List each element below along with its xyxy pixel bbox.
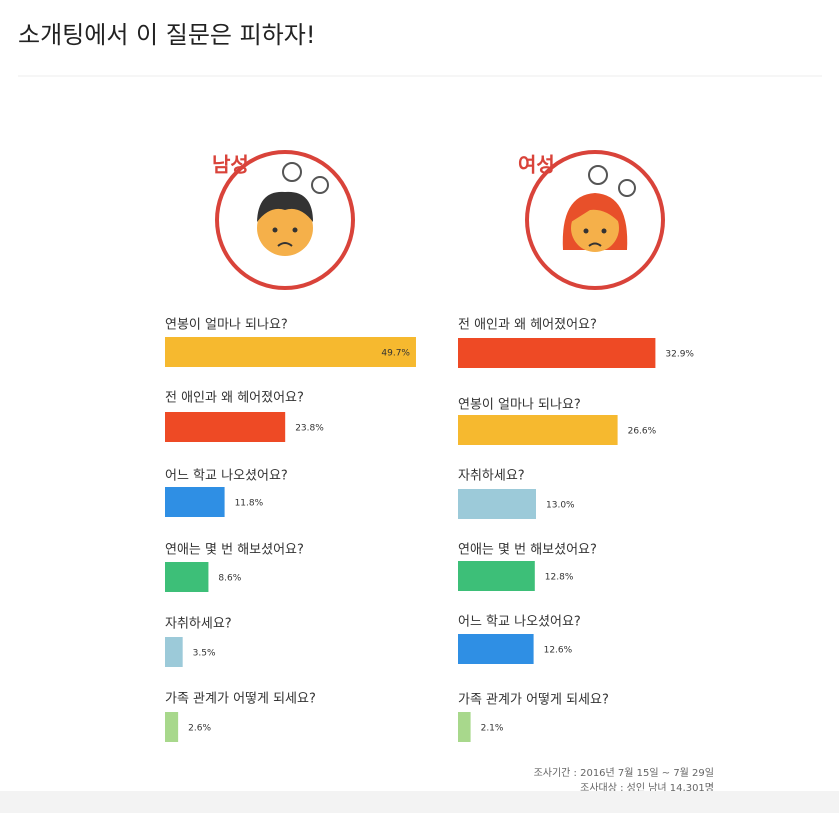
footer-band	[0, 791, 839, 813]
page-title: 소개팅에서 이 질문은 피하자!	[18, 21, 315, 49]
bar	[458, 561, 535, 591]
category-label: 연봉이 얼마나 되나요?	[165, 318, 288, 333]
bar	[165, 412, 286, 442]
chart-title: 남성	[212, 153, 249, 177]
value-label: 12.6%	[544, 646, 573, 656]
footnote: 조사기간 : 2016년 7월 15일 ~ 7월 29일	[534, 767, 714, 779]
chart-title: 여성	[518, 153, 555, 177]
value-label: 8.6%	[218, 574, 241, 584]
category-label: 전 애인과 왜 헤어졌어요?	[165, 391, 304, 406]
value-label: 26.6%	[628, 427, 657, 437]
value-label: 32.9%	[665, 350, 694, 360]
bar	[458, 338, 656, 368]
category-label: 가족 관계가 어떻게 되세요?	[458, 693, 609, 708]
bar	[165, 337, 416, 367]
category-label: 전 애인과 왜 헤어졌어요?	[458, 318, 597, 333]
infographic	[155, 125, 727, 790]
female-icon	[525, 150, 665, 290]
value-label: 23.8%	[295, 424, 324, 434]
category-label: 어느 학교 나오셨어요?	[458, 615, 581, 630]
value-label: 49.7%	[381, 349, 410, 359]
bar	[458, 712, 471, 742]
bar	[165, 487, 225, 517]
value-label: 13.0%	[546, 501, 575, 511]
male-icon	[215, 150, 355, 290]
bar	[165, 637, 183, 667]
bar	[458, 634, 534, 664]
value-label: 3.5%	[193, 649, 216, 659]
category-label: 연봉이 얼마나 되나요?	[458, 398, 581, 413]
category-label: 연애는 몇 번 해보셨어요?	[165, 543, 304, 558]
value-label: 2.1%	[481, 724, 504, 734]
bar	[458, 415, 618, 445]
bar	[458, 489, 536, 519]
category-label: 자취하세요?	[165, 617, 232, 632]
category-label: 자취하세요?	[458, 469, 525, 484]
value-label: 11.8%	[235, 499, 264, 509]
category-label: 연애는 몇 번 해보셨어요?	[458, 543, 597, 558]
bar	[165, 712, 179, 742]
value-label: 2.6%	[188, 724, 211, 734]
category-label: 가족 관계가 어떻게 되세요?	[165, 692, 316, 707]
category-label: 어느 학교 나오셨어요?	[165, 469, 288, 484]
value-label: 12.8%	[545, 573, 574, 583]
bar	[165, 562, 209, 592]
